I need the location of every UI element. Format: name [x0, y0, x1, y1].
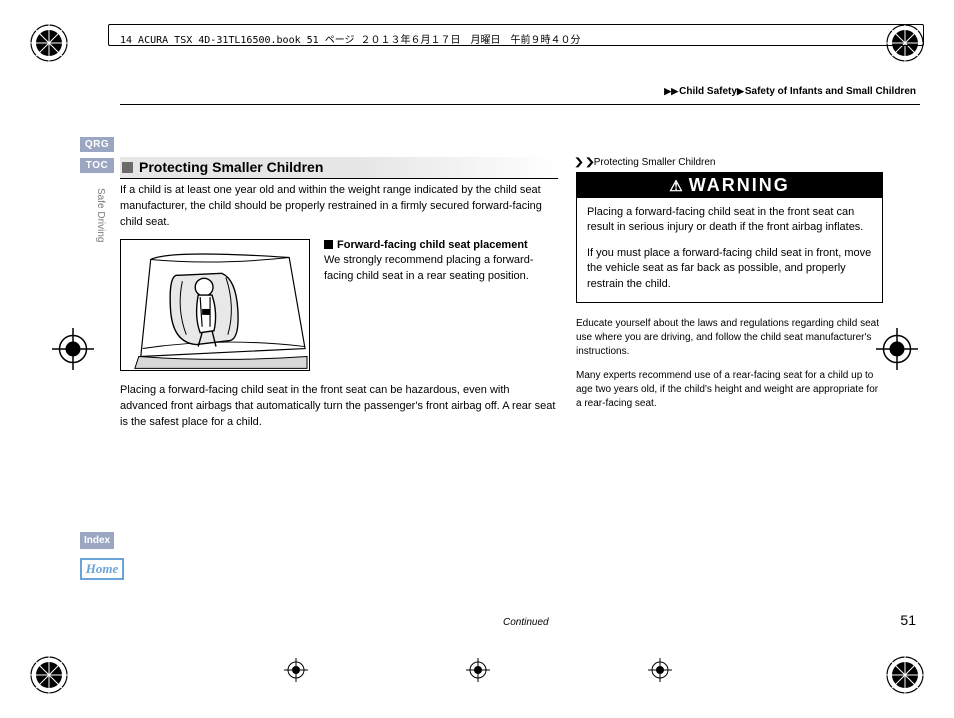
sidebar-section-label: Safe Driving	[95, 188, 106, 242]
page-rule	[120, 104, 920, 105]
square-bullet-icon	[324, 240, 333, 249]
sidebar-home-button[interactable]: Home	[80, 558, 124, 580]
sidebar-qrg-button[interactable]: QRG	[80, 137, 114, 152]
crosshair-icon	[466, 658, 490, 682]
warning-paragraph: Placing a forward-facing child seat in t…	[587, 205, 872, 236]
note-paragraph: Many experts recommend use of a rear-fac…	[576, 369, 883, 411]
note-paragraph: Educate yourself about the laws and regu…	[576, 317, 883, 359]
child-seat-figure	[120, 239, 310, 371]
subheading: Forward-facing child seat placement	[324, 239, 558, 251]
crosshair-icon	[648, 658, 672, 682]
sidebar-nav: QRG TOC	[80, 137, 114, 173]
continued-label: Continued	[503, 617, 549, 628]
breadcrumb-arrow-icon: ▶▶	[664, 86, 678, 96]
crosshair-icon	[52, 328, 80, 356]
sidebar-index-button[interactable]: Index	[80, 532, 114, 549]
registration-mark	[884, 654, 926, 696]
sidebar-heading: ❯❯Protecting Smaller Children	[576, 157, 883, 168]
warning-box: ⚠WARNING Placing a forward-facing child …	[576, 172, 883, 303]
section-title: Protecting Smaller Children	[139, 159, 323, 175]
warning-title: ⚠WARNING	[577, 173, 882, 198]
breadcrumb-arrow-icon: ▶	[737, 86, 744, 96]
section-header: Protecting Smaller Children	[120, 157, 558, 179]
registration-mark	[28, 654, 70, 696]
crosshair-icon	[284, 658, 308, 682]
intro-paragraph: If a child is at least one year old and …	[120, 183, 558, 231]
square-bullet-icon	[122, 162, 133, 173]
file-header: 14 ACURA TSX 4D-31TL16500.book 51 ページ ２０…	[120, 31, 581, 46]
body-paragraph: Placing a forward-facing child seat in t…	[120, 383, 558, 431]
registration-mark	[28, 22, 70, 64]
page-number: 51	[900, 612, 916, 628]
breadcrumb: ▶▶Child Safety▶Safety of Infants and Sma…	[664, 86, 916, 97]
sidebar-toc-button[interactable]: TOC	[80, 158, 114, 173]
warning-triangle-icon: ⚠	[669, 178, 684, 195]
warning-paragraph: If you must place a forward-facing child…	[587, 246, 872, 292]
subheading-body: We strongly recommend placing a forward-…	[324, 253, 558, 285]
chevron-right-icon: ❯❯	[573, 157, 595, 168]
